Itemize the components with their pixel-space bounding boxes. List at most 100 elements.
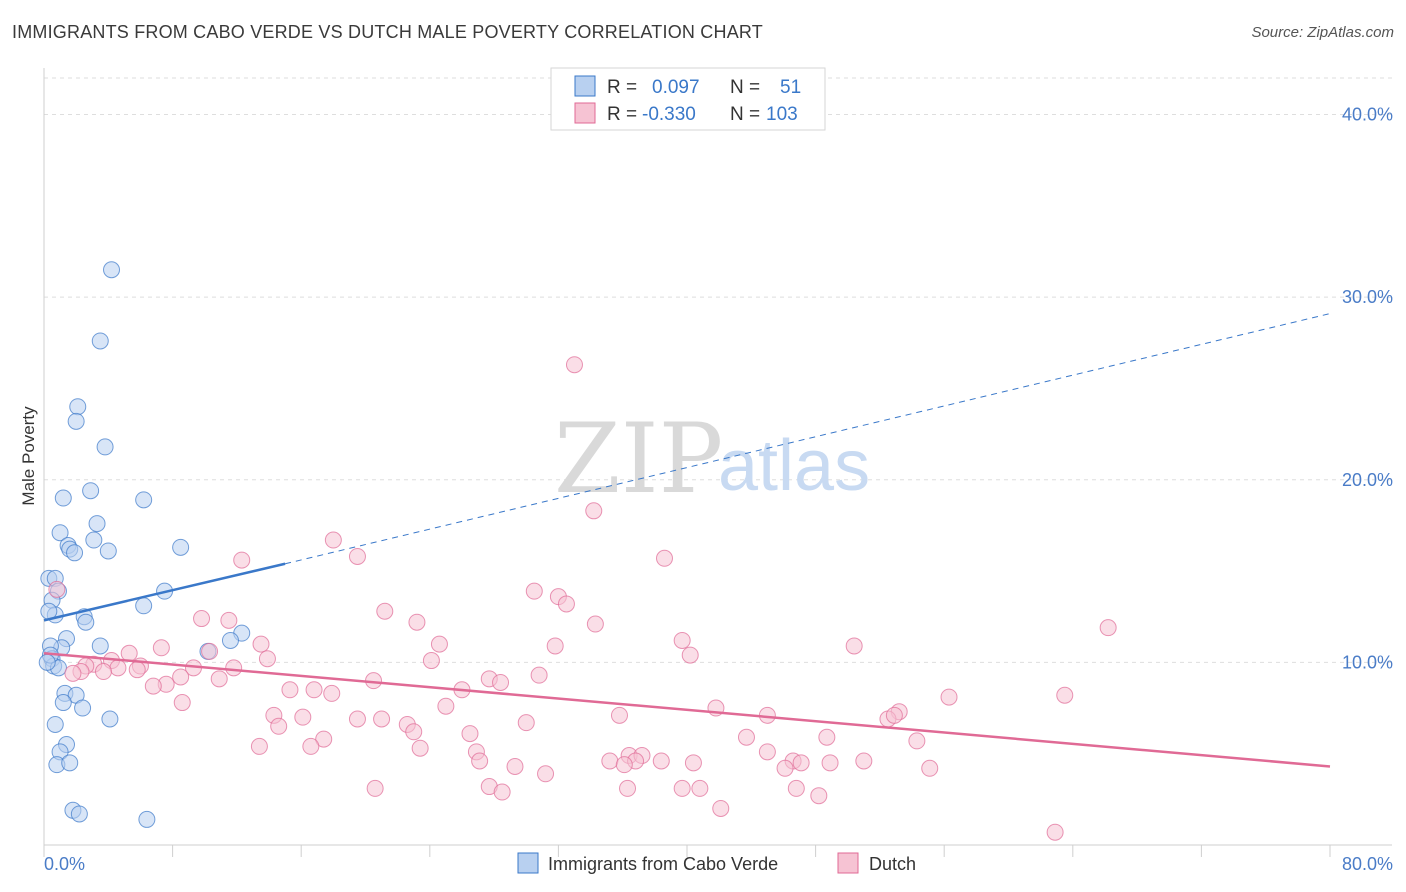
cabo-verde-point xyxy=(46,715,64,733)
cabo-verde-point xyxy=(61,754,79,772)
dutch-point xyxy=(252,635,270,653)
dutch-point xyxy=(655,549,673,567)
dutch-point xyxy=(315,730,333,748)
dutch-point xyxy=(405,723,423,741)
dutch-point xyxy=(855,752,873,770)
y-tick-labels: 10.0% 20.0% 30.0% 40.0% xyxy=(1342,105,1393,673)
cabo-verde-point xyxy=(70,805,88,823)
dutch-trend xyxy=(43,652,1331,768)
cabo-verde-trend-solid xyxy=(43,562,286,622)
legend-swatch-pink xyxy=(574,102,596,124)
cabo-verde-point xyxy=(101,710,119,728)
dutch-point xyxy=(493,783,511,801)
dutch-point xyxy=(348,710,366,728)
dutch-point xyxy=(921,759,939,777)
dutch-point xyxy=(64,664,82,682)
dutch-point xyxy=(233,551,251,569)
dutch-point xyxy=(411,739,429,757)
cabo-verde-point xyxy=(38,653,56,671)
source-label: Source: ZipAtlas.com xyxy=(1251,24,1394,41)
dutch-point xyxy=(681,646,699,664)
series-legend: Immigrants from Cabo Verde Dutch xyxy=(517,852,916,874)
cabo-verde-point xyxy=(69,398,87,416)
legend-n-label-2: N = xyxy=(730,104,760,125)
series-legend-label-blue: Immigrants from Cabo Verde xyxy=(548,854,778,874)
cabo-verde-point xyxy=(135,597,153,615)
x-tick-label-min: 0.0% xyxy=(44,854,85,874)
dutch-point xyxy=(281,681,299,699)
x-tick-label-max: 80.0% xyxy=(1342,854,1393,874)
dutch-point xyxy=(673,631,691,649)
dutch-point xyxy=(684,754,702,772)
dutch-point xyxy=(506,757,524,775)
series-cabo-verde-points xyxy=(38,261,251,828)
dutch-point xyxy=(201,642,219,660)
dutch-point xyxy=(144,677,162,695)
dutch-point xyxy=(492,673,510,691)
dutch-point xyxy=(48,580,66,598)
cabo-verde-point xyxy=(66,544,84,562)
legend-box xyxy=(550,67,826,131)
dutch-point xyxy=(408,613,426,631)
dutch-point xyxy=(586,615,604,633)
cabo-verde-point xyxy=(74,699,92,717)
series-legend-swatch-blue xyxy=(517,852,539,874)
dutch-point xyxy=(94,663,112,681)
watermark: ZIP atlas xyxy=(554,403,870,515)
dutch-point xyxy=(776,759,794,777)
dutch-point xyxy=(152,639,170,657)
dutch-point xyxy=(323,684,341,702)
legend-n-label-1: N = xyxy=(730,77,760,98)
dutch-point xyxy=(810,787,828,805)
dutch-point xyxy=(691,779,709,797)
cabo-verde-point xyxy=(54,694,72,712)
grid-lines xyxy=(44,77,1392,663)
dutch-point xyxy=(437,697,455,715)
cabo-verde-point xyxy=(96,438,114,456)
cabo-verde-point xyxy=(103,261,121,279)
correlation-legend: R = 0.097 N = 51 R = -0.330 N = 103 xyxy=(550,67,826,131)
dutch-point xyxy=(737,728,755,746)
cabo-verde-trend-dashed xyxy=(285,313,1331,565)
dutch-point xyxy=(461,725,479,743)
dutch-point xyxy=(818,728,836,746)
dutch-point xyxy=(128,661,146,679)
cabo-verde-point xyxy=(67,412,85,430)
cabo-verde-point xyxy=(88,515,106,533)
dutch-point xyxy=(601,752,619,770)
y-tick-label: 10.0% xyxy=(1342,652,1393,672)
dutch-point xyxy=(1099,619,1117,637)
dutch-point xyxy=(517,714,535,732)
dutch-point xyxy=(270,717,288,735)
legend-n-value-1: 51 xyxy=(780,77,801,98)
dutch-point xyxy=(430,635,448,653)
dutch-point xyxy=(120,644,138,662)
dutch-point xyxy=(471,752,489,770)
dutch-point xyxy=(348,547,366,565)
cabo-verde-point xyxy=(135,491,153,509)
dutch-point xyxy=(376,602,394,620)
cabo-verde-point xyxy=(91,332,109,350)
dutch-point xyxy=(530,666,548,684)
dutch-point xyxy=(250,737,268,755)
x-tick-labels: 0.0% 80.0% xyxy=(44,854,1393,874)
dutch-point xyxy=(173,694,191,712)
y-tick-label: 20.0% xyxy=(1342,470,1393,490)
dutch-point xyxy=(258,650,276,668)
series-dutch-points xyxy=(48,356,1117,841)
dutch-point xyxy=(585,502,603,520)
trend-lines xyxy=(43,313,1331,768)
cabo-verde-point xyxy=(54,489,72,507)
dutch-point xyxy=(787,779,805,797)
dutch-point xyxy=(885,706,903,724)
dutch-point xyxy=(324,531,342,549)
y-axis-title: Male Poverty xyxy=(19,406,38,506)
cabo-verde-point xyxy=(85,531,103,549)
dutch-point xyxy=(193,610,211,628)
dutch-point xyxy=(525,582,543,600)
cabo-verde-point xyxy=(221,631,239,649)
dutch-point xyxy=(792,754,810,772)
dutch-point xyxy=(305,681,323,699)
dutch-point xyxy=(821,754,839,772)
